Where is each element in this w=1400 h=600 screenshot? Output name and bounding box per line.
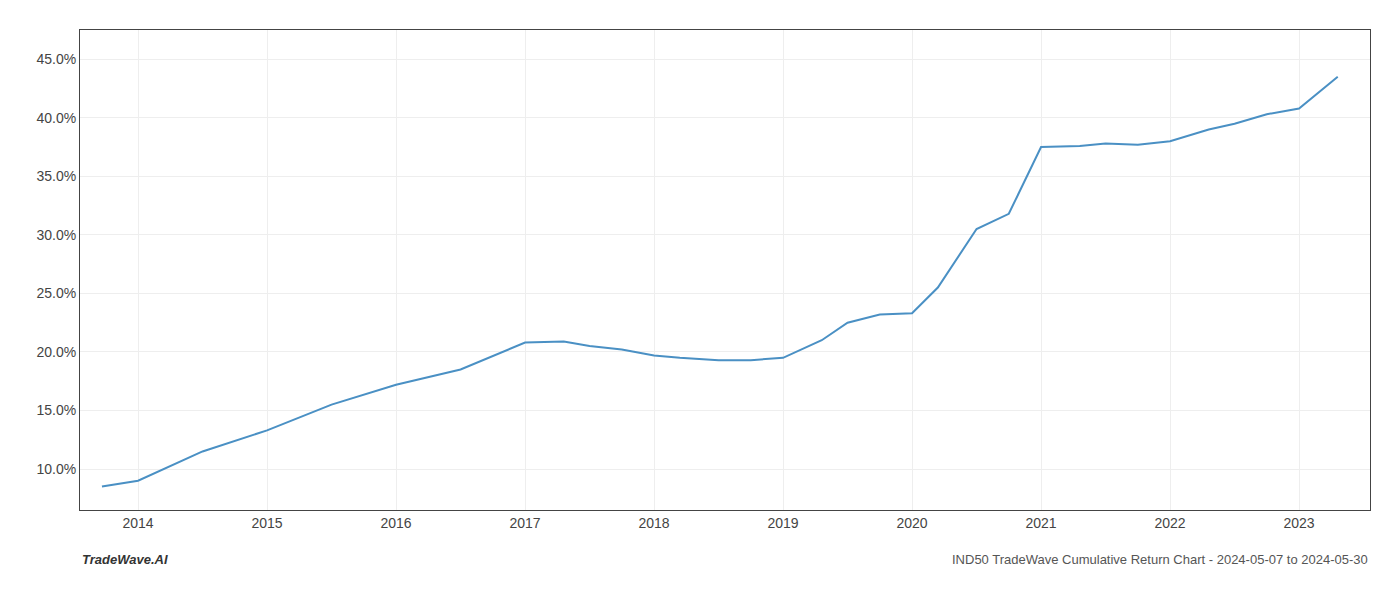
svg-text:IND50 TradeWave Cumulative Ret: IND50 TradeWave Cumulative Return Chart … — [952, 552, 1368, 567]
svg-text:15.0%: 15.0% — [36, 402, 76, 418]
svg-text:2015: 2015 — [251, 515, 282, 531]
svg-text:45.0%: 45.0% — [36, 51, 76, 67]
svg-text:40.0%: 40.0% — [36, 110, 76, 126]
svg-text:25.0%: 25.0% — [36, 285, 76, 301]
svg-text:2020: 2020 — [896, 515, 927, 531]
svg-text:2017: 2017 — [509, 515, 540, 531]
svg-text:2023: 2023 — [1283, 515, 1314, 531]
svg-text:30.0%: 30.0% — [36, 227, 76, 243]
svg-text:35.0%: 35.0% — [36, 168, 76, 184]
svg-text:20.0%: 20.0% — [36, 344, 76, 360]
svg-text:TradeWave.AI: TradeWave.AI — [82, 552, 168, 567]
svg-text:2018: 2018 — [638, 515, 669, 531]
svg-text:10.0%: 10.0% — [36, 461, 76, 477]
svg-text:2022: 2022 — [1154, 515, 1185, 531]
svg-text:2016: 2016 — [380, 515, 411, 531]
svg-text:2019: 2019 — [767, 515, 798, 531]
svg-text:2014: 2014 — [122, 515, 153, 531]
svg-text:2021: 2021 — [1025, 515, 1056, 531]
